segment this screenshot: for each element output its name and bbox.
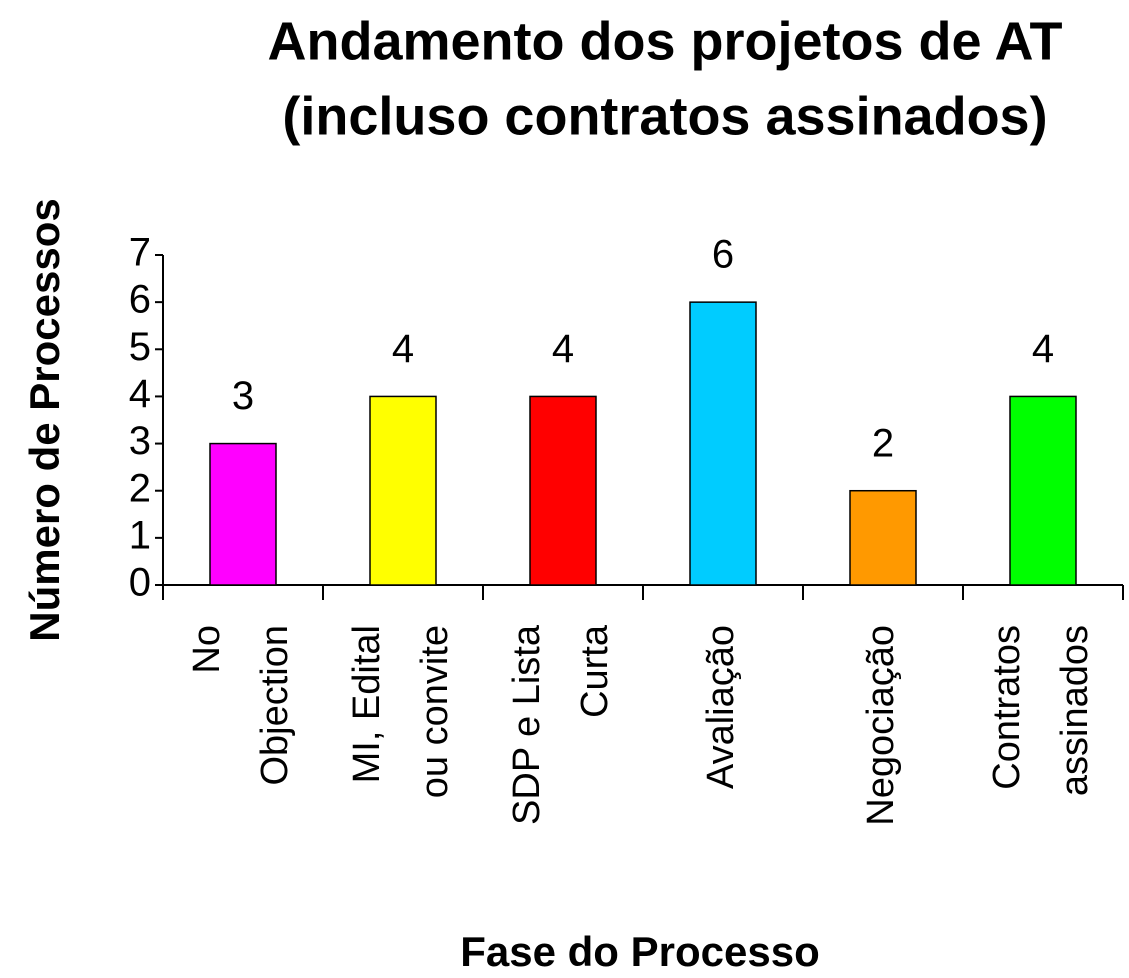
data-label: 3 <box>232 374 254 418</box>
x-tick-label: MI, Edital <box>346 625 388 783</box>
bar <box>529 395 597 586</box>
x-tick-label: Curta <box>574 624 616 718</box>
x-tick-label: No <box>186 625 228 674</box>
data-label: 2 <box>872 421 894 465</box>
x-tick-label: Negociação <box>860 625 902 826</box>
bar <box>369 395 437 586</box>
bar <box>1009 395 1077 586</box>
x-tick-label: assinados <box>1054 625 1096 796</box>
x-tick-label: SDP e Lista <box>506 624 548 825</box>
bar <box>209 442 277 586</box>
y-tick-label: 2 <box>129 466 151 510</box>
y-tick-label: 3 <box>129 419 151 463</box>
y-tick-label: 5 <box>129 325 151 369</box>
data-label: 4 <box>552 327 574 371</box>
x-axis-label: Fase do Processo <box>460 928 819 975</box>
x-tick-label: Objection <box>254 625 296 786</box>
y-tick-label: 0 <box>129 561 151 605</box>
x-tick-label: ou convite <box>414 625 456 798</box>
y-tick-label: 1 <box>129 513 151 557</box>
x-tick-label: Avaliação <box>700 625 742 789</box>
y-tick-label: 4 <box>129 372 151 416</box>
y-axis-label: Número de Processos <box>21 198 68 642</box>
chart-title: Andamento dos projetos de AT <box>267 11 1062 71</box>
data-label: 6 <box>712 233 734 277</box>
data-label: 4 <box>1032 327 1054 371</box>
y-tick-label: 6 <box>129 278 151 322</box>
data-label: 4 <box>392 327 414 371</box>
x-tick-label: Contratos <box>986 625 1028 790</box>
chart-title: (incluso contratos assinados) <box>282 86 1047 146</box>
y-tick-label: 7 <box>129 231 151 275</box>
bar <box>689 301 757 586</box>
bar <box>849 489 917 586</box>
